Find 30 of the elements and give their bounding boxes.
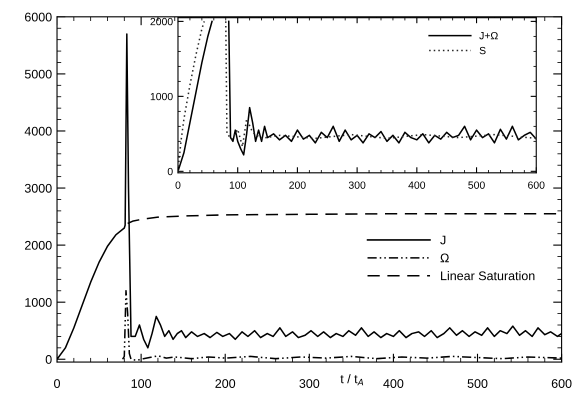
x-tick-label: 100: [132, 379, 152, 388]
y-tick-label: 1000: [25, 298, 52, 307]
y-tick-label: 1000: [150, 92, 173, 100]
x-tick-label: 0: [54, 379, 60, 388]
y-tick-label: 5000: [24, 70, 52, 79]
y-tick-label: 2000: [24, 240, 52, 250]
x-tick-label: 0: [175, 181, 180, 189]
x-tick-label: 200: [289, 181, 306, 189]
x-tick-label: 200: [215, 379, 236, 388]
y-tick-label: 0: [46, 355, 52, 364]
y-tick-label: 6000: [24, 12, 52, 22]
y-tick-label: 2000: [150, 18, 173, 26]
x-axis-title: t / t$_{A}$: [340, 374, 364, 386]
legend-label: Linear Saturation: [441, 271, 534, 280]
x-tick-label: 300: [299, 379, 320, 388]
legend-label: Ω: [440, 253, 449, 262]
x-tick-label: 600: [552, 379, 572, 388]
y-tick-label: 0: [168, 168, 173, 176]
x-tick-label: 400: [383, 379, 404, 388]
x-tick-label: 500: [468, 181, 485, 189]
legend-label: S: [480, 46, 486, 54]
x-tick-label: 300: [348, 181, 366, 189]
legend-label: J: [440, 236, 446, 244]
x-tick-label: 600: [528, 181, 545, 189]
y-tick-label: 3000: [24, 184, 52, 193]
legend-label: J+Ω: [479, 32, 498, 40]
x-tick-label: 400: [408, 181, 426, 189]
x-tick-label: 100: [230, 181, 246, 189]
y-tick-label: 4000: [24, 126, 52, 136]
x-tick-label: 500: [468, 379, 488, 388]
